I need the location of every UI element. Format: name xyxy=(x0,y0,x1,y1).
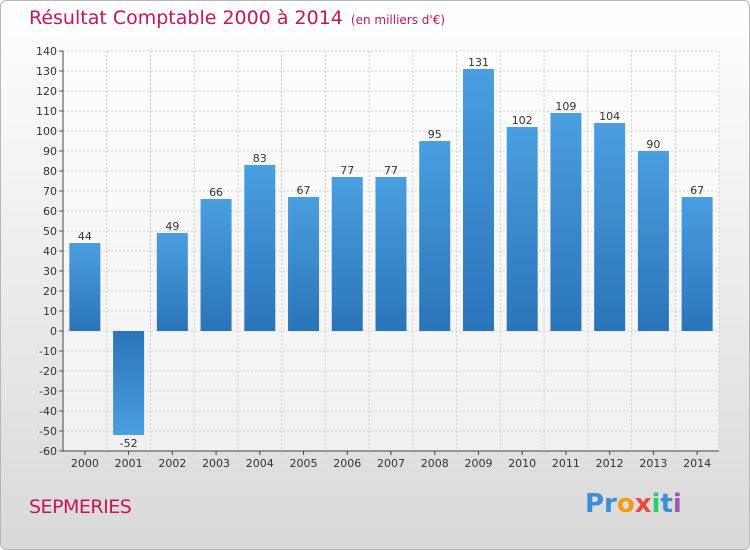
logo-part: i xyxy=(651,489,661,519)
bar xyxy=(200,199,232,331)
data-label: 77 xyxy=(384,164,398,177)
data-label: -52 xyxy=(120,437,138,450)
bar xyxy=(637,151,669,331)
bar xyxy=(288,197,320,331)
y-tick-label: 70 xyxy=(43,185,57,198)
data-label: 67 xyxy=(690,184,704,197)
chart-unit: (en milliers d'€) xyxy=(350,13,446,27)
data-label: 104 xyxy=(599,110,620,123)
y-tick-label: 60 xyxy=(43,205,57,218)
y-tick-label: 10 xyxy=(43,305,57,318)
x-tick-label: 2005 xyxy=(290,457,318,470)
data-label: 90 xyxy=(646,138,660,151)
x-tick-label: 2010 xyxy=(508,457,536,470)
bar xyxy=(156,233,188,331)
bar xyxy=(244,165,276,331)
bar xyxy=(331,177,363,331)
data-label: 95 xyxy=(428,128,442,141)
data-label: 66 xyxy=(209,186,223,199)
x-tick-label: 2003 xyxy=(202,457,230,470)
y-tick-label: -30 xyxy=(39,385,57,398)
y-tick-label: -20 xyxy=(39,365,57,378)
y-tick-label: -10 xyxy=(39,345,57,358)
bar xyxy=(681,197,713,331)
x-tick-label: 2013 xyxy=(639,457,667,470)
logo-part: o xyxy=(616,489,635,519)
x-tick-label: 2001 xyxy=(115,457,143,470)
y-tick-label: 50 xyxy=(43,225,57,238)
data-label: 131 xyxy=(468,56,489,69)
y-tick-label: -50 xyxy=(39,425,57,438)
data-label: 44 xyxy=(78,230,92,243)
y-tick-label: 120 xyxy=(36,85,57,98)
chart-title: Résultat Comptable 2000 à 2014 (en millie… xyxy=(29,7,445,29)
bar xyxy=(506,127,538,331)
x-tick-label: 2012 xyxy=(596,457,624,470)
data-label: 109 xyxy=(555,100,576,113)
y-tick-label: 110 xyxy=(36,105,57,118)
bar xyxy=(462,69,494,331)
proxiti-logo: Proxiti xyxy=(585,489,682,519)
y-tick-label: 140 xyxy=(36,45,57,58)
bar xyxy=(113,331,145,435)
bar xyxy=(375,177,407,331)
x-tick-label: 2009 xyxy=(464,457,492,470)
logo-part: i xyxy=(672,489,682,519)
y-tick-label: 130 xyxy=(36,65,57,78)
chart-title-text: Résultat Comptable 2000 à 2014 xyxy=(29,7,343,29)
y-tick-label: 0 xyxy=(50,325,57,338)
bar xyxy=(594,123,626,331)
bar xyxy=(419,141,451,331)
logo-part: t xyxy=(660,489,673,519)
logo-part: x xyxy=(634,489,652,519)
x-tick-label: 2011 xyxy=(552,457,580,470)
y-tick-label: 20 xyxy=(43,285,57,298)
x-tick-label: 2006 xyxy=(333,457,361,470)
x-tick-label: 2007 xyxy=(377,457,405,470)
logo-part: Pr xyxy=(585,489,617,519)
bar xyxy=(550,113,582,331)
y-tick-label: 100 xyxy=(36,125,57,138)
bar xyxy=(69,243,101,331)
y-tick-label: 80 xyxy=(43,165,57,178)
data-label: 49 xyxy=(165,220,179,233)
x-tick-label: 2002 xyxy=(158,457,186,470)
x-tick-label: 2008 xyxy=(421,457,449,470)
y-tick-label: 40 xyxy=(43,245,57,258)
city-name: SEPMERIES xyxy=(29,496,132,518)
y-tick-label: -40 xyxy=(39,405,57,418)
x-tick-label: 2000 xyxy=(71,457,99,470)
y-tick-label: 90 xyxy=(43,145,57,158)
data-label: 83 xyxy=(253,152,267,165)
x-tick-label: 2014 xyxy=(683,457,711,470)
data-label: 77 xyxy=(340,164,354,177)
x-tick-label: 2004 xyxy=(246,457,274,470)
y-tick-label: 30 xyxy=(43,265,57,278)
y-tick-label: -60 xyxy=(39,445,57,458)
data-label: 67 xyxy=(297,184,311,197)
data-label: 102 xyxy=(512,114,533,127)
